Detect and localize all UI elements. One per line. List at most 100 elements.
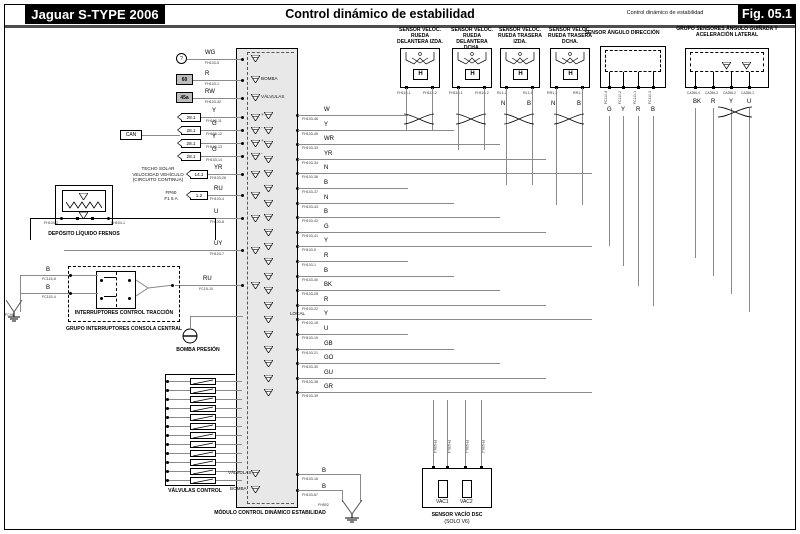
valve-wire (168, 444, 190, 445)
module-pin-triangle (251, 470, 260, 477)
header-rule (5, 25, 795, 28)
switch-color-0: B (46, 267, 51, 273)
yaw-wire-color: Y (729, 99, 734, 105)
module-right-wire (298, 290, 500, 291)
ground-label-fc98: FC98 (5, 313, 14, 317)
module-pin-triangle (264, 389, 273, 396)
wheel-sensor-body (400, 48, 440, 88)
vacuum-sensor-note: (SOLO V6) (444, 519, 470, 525)
switch-out-color: RU (203, 276, 212, 282)
ref-note-sunroof: TECHO SOLAR VELOCIDAD VEHÍCULO (CIRCUITO… (132, 166, 184, 183)
module-pin-triangle (251, 94, 260, 101)
left-wire-color-uy: UY (214, 241, 223, 247)
supply-fuse-60: 60 (176, 74, 193, 85)
module-right-pin-id: FH103-1 (302, 263, 316, 267)
module-right-pin-id: FH103-37 (302, 190, 318, 194)
wheel-sensor-pin: FH116-1 (449, 91, 463, 95)
valve-symbol (190, 477, 216, 484)
module-pin-triangle (264, 346, 273, 353)
module-right-pin-id: FH103-9 (302, 248, 316, 252)
module-bottom-color-1: B (322, 484, 327, 490)
steering-pin-id: FC110-1 (633, 91, 637, 104)
wheel-sensor-pin: RL1-1 (523, 91, 533, 95)
figure-number: Fig. 05.1 (738, 5, 796, 24)
left-ref-14-1: 14.1 (186, 170, 208, 179)
wheel-sensor-body (550, 48, 590, 88)
steering-wire-color: Y (621, 107, 626, 113)
valve-wire (168, 426, 190, 427)
module-bottom-label-1: BOMBA (230, 486, 247, 491)
wheel-sensor-pin: FH115-2 (423, 91, 437, 95)
can-ref-3: 28.1 (177, 152, 201, 161)
steering-sensor-inner (605, 50, 661, 72)
ground-symbol-fc98 (6, 300, 23, 322)
steering-pin-id: FC110-2 (618, 91, 622, 104)
hall-element-label: H (418, 71, 423, 77)
supply-pin-2: FH103-32 (205, 100, 221, 104)
left-wire-pin-u: FH103-8 (210, 220, 224, 224)
wheel-sensor-pin: FH115-1 (397, 91, 411, 95)
can-node: CAN (120, 130, 142, 140)
module-right-wire (298, 276, 454, 277)
module-right-wire-color: B (324, 268, 329, 274)
module-bottom-color-0: B (322, 468, 327, 474)
module-pin-triangle (264, 375, 273, 382)
valve-wire (168, 453, 190, 454)
module-right-pin-id: FH103-34 (302, 161, 318, 165)
module-pin-triangle (251, 114, 260, 121)
can-sign-3: - (261, 151, 263, 156)
yaw-sensor-body (685, 48, 769, 88)
module-right-wire (298, 144, 500, 145)
left-ref-pin-0: FH103-26 (210, 176, 226, 180)
valve-wire (168, 381, 190, 382)
module-right-wire-color: B (324, 209, 329, 215)
can-ref-1: 28.1 (177, 126, 201, 135)
vacuum-sensor-caption: SENSOR VACÍO DSC (431, 512, 483, 518)
yaw-pin-id: CA256-3 (705, 91, 719, 95)
valve-wire (168, 435, 190, 436)
supply-wire-color-2: RW (205, 89, 215, 95)
reservoir-pin-right: FH104-1 (111, 221, 125, 225)
wheel-sensor-caption: SENSOR VELOC. RUEDA TRASERA DCHA. (548, 27, 592, 45)
left-wire-pin-uy: FH103-7 (210, 252, 224, 256)
valve-wire (216, 426, 242, 427)
module-pin-triangle (264, 302, 273, 309)
traction-switch-symbol (96, 271, 136, 309)
module-right-wire (298, 246, 592, 247)
twisted-pair-icon (404, 113, 434, 125)
wheel-sensor-caption: SENSOR VELOC. RUEDA DELANTERA IZDA. (397, 27, 443, 45)
wheel-sensor-pin: RR1-1 (573, 91, 584, 95)
valve-symbol (190, 468, 216, 475)
hall-element-box (513, 69, 528, 80)
traction-switch-caption: INTERRUPTORES CONTROL TRACCIÓN (74, 310, 174, 316)
lateral-accel-triangle-icon (742, 62, 751, 70)
switch-out-pin2: FC15-10 (199, 287, 213, 291)
module-right-wire (298, 188, 408, 189)
module-pin-triangle (264, 127, 273, 134)
valve-wire (216, 399, 242, 400)
wheel-sensor-wire-color: N (501, 101, 506, 107)
switch-splice (136, 279, 174, 297)
valve-wire (168, 462, 190, 463)
module-right-pin-id: FH103-46 (302, 117, 318, 121)
module-right-wire (298, 392, 592, 393)
module-right-wire (298, 232, 546, 233)
module-bottom-label-0: VÁLVULAS (228, 470, 252, 475)
ground-label-fh502: FH502 (318, 503, 329, 507)
module-right-pin-id: FH103-45 (302, 132, 318, 136)
steering-wire-color: R (636, 107, 641, 113)
module-pin-triangle (251, 153, 260, 160)
module-right-wire (298, 378, 546, 379)
module-right-pin-id: FH103-40 (302, 278, 318, 282)
module-right-wire-color: YR (324, 151, 333, 157)
hall-element-box (563, 69, 578, 80)
module-right-pin-id: FH103-36 (302, 175, 318, 179)
module-note-valvulas: VÁLVULAS (261, 94, 285, 99)
hall-element-label: H (470, 71, 475, 77)
module-right-wire (298, 305, 546, 306)
yaw-wire-color: U (747, 99, 752, 105)
wheel-sensor-wire-color: B (527, 101, 532, 107)
left-ref-pin-1: FH103-4 (210, 197, 224, 201)
valve-symbol (190, 396, 216, 403)
